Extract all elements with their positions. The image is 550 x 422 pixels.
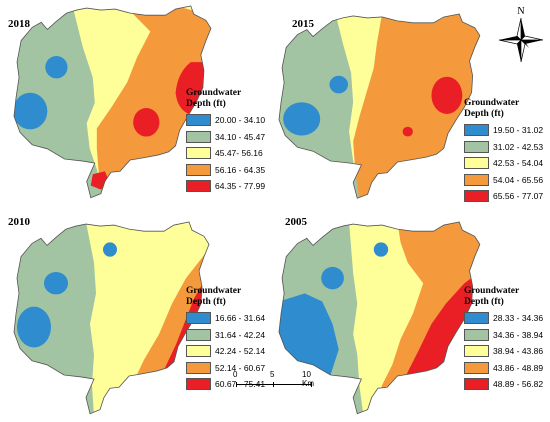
legend-2015: Groundwater Depth (ft) 19.50 - 31.02 31.… — [464, 98, 544, 205]
legend-swatch — [186, 361, 211, 374]
legend-label: 16.66 - 31.64 — [215, 313, 266, 324]
legend-title: Groundwater Depth (ft) — [186, 88, 242, 109]
legend-swatch — [186, 378, 211, 391]
legend-item: 56.16 - 64.35 — [186, 162, 266, 179]
year-label-2010: 2010 — [8, 216, 30, 228]
legend-item: 64.35 - 77.99 — [186, 178, 266, 195]
legend-swatch — [186, 130, 211, 143]
legend-label: 42.24 - 52.14 — [215, 346, 266, 357]
legend-label: 43.86 - 48.89 — [493, 362, 544, 373]
legend-item: 28.33 - 34.36 — [464, 310, 544, 327]
legend-swatch — [186, 163, 211, 176]
legend-label: 19.50 - 31.02 — [493, 125, 544, 136]
legend-title: Groundwater Depth (ft) — [464, 286, 520, 307]
scale-tick — [236, 382, 237, 387]
scale-bar: 0 5 10 Km — [232, 370, 316, 390]
legend-label: 64.35 - 77.99 — [215, 181, 266, 192]
legend-label: 28.33 - 34.36 — [493, 313, 544, 324]
map-2010 — [13, 221, 210, 415]
map-2015 — [278, 13, 481, 199]
legend-2018: Groundwater Depth (ft) 20.00 - 34.10 34.… — [186, 88, 266, 195]
legend-label: 20.00 - 34.10 — [215, 115, 266, 126]
legend-title: Groundwater Depth (ft) — [186, 286, 242, 307]
legend-swatch — [186, 312, 211, 325]
year-label-2015: 2015 — [292, 18, 314, 30]
legend-item: 65.56 - 77.07 — [464, 188, 544, 205]
legend-swatch — [464, 361, 489, 374]
legend-label: 45.47- 56.16 — [215, 148, 263, 159]
legend-swatch — [464, 328, 489, 341]
scale-tick — [273, 382, 274, 387]
year-label-2018: 2018 — [8, 18, 30, 30]
legend-label: 65.56 - 77.07 — [493, 191, 544, 202]
legend-swatch — [464, 312, 489, 325]
legend-2005: Groundwater Depth (ft) 28.33 - 34.36 34.… — [464, 286, 544, 393]
legend-item: 52.14 - 60.67 — [186, 360, 266, 377]
legend-item: 34.36 - 38.94 — [464, 327, 544, 344]
legend-label: 56.16 - 64.35 — [215, 164, 266, 175]
legend-title: Groundwater Depth (ft) — [464, 98, 520, 119]
legend-item: 31.64 - 42.24 — [186, 327, 266, 344]
legend-label: 31.64 - 42.24 — [215, 329, 266, 340]
legend-item: 20.00 - 34.10 — [186, 112, 266, 129]
legend-swatch — [464, 190, 489, 203]
legend-label: 48.89 - 56.82 — [493, 379, 544, 390]
legend-item: 54.04 - 65.56 — [464, 172, 544, 189]
compass-rose-icon: N — [498, 6, 544, 63]
legend-item: 19.50 - 31.02 — [464, 122, 544, 139]
legend-item: 16.66 - 31.64 — [186, 310, 266, 327]
legend-swatch — [186, 114, 211, 127]
legend-swatch — [186, 180, 211, 193]
legend-swatch — [464, 140, 489, 153]
legend-swatch — [186, 328, 211, 341]
year-label-2005: 2005 — [285, 216, 307, 228]
scale-label-5: 5 — [270, 370, 275, 379]
legend-item: 43.86 - 48.89 — [464, 360, 544, 377]
legend-swatch — [464, 124, 489, 137]
legend-label: 31.02 - 42.53 — [493, 141, 544, 152]
legend-label: 34.10 - 45.47 — [215, 131, 266, 142]
legend-label: 52.14 - 60.67 — [215, 362, 266, 373]
legend-swatch — [464, 378, 489, 391]
legend-item: 38.94 - 43.86 — [464, 343, 544, 360]
legend-swatch — [464, 157, 489, 170]
scale-label-10: 10 Km — [302, 370, 314, 388]
legend-label: 34.36 - 38.94 — [493, 329, 544, 340]
legend-swatch — [186, 345, 211, 358]
legend-item: 48.89 - 56.82 — [464, 376, 544, 393]
scale-label-0: 0 — [233, 370, 238, 379]
legend-item: 45.47- 56.16 — [186, 145, 266, 162]
legend-item: 34.10 - 45.47 — [186, 129, 266, 146]
legend-swatch — [464, 345, 489, 358]
legend-2010: Groundwater Depth (ft) 16.66 - 31.64 31.… — [186, 286, 266, 393]
legend-item: 31.02 - 42.53 — [464, 139, 544, 156]
legend-swatch — [464, 173, 489, 186]
legend-label: 42.53 - 54.04 — [493, 158, 544, 169]
legend-label: 38.94 - 43.86 — [493, 346, 544, 357]
north-label: N — [517, 6, 524, 17]
scale-tick — [311, 382, 312, 387]
legend-item: 42.53 - 54.04 — [464, 155, 544, 172]
legend-label: 54.04 - 65.56 — [493, 174, 544, 185]
legend-item: 42.24 - 52.14 — [186, 343, 266, 360]
legend-swatch — [186, 147, 211, 160]
